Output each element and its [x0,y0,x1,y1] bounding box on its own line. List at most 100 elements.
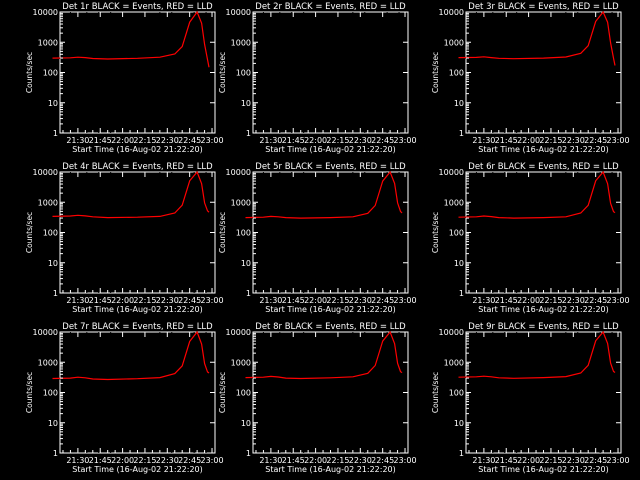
x-tick-label: 21:45 [495,456,518,465]
y-axis-label: Counts/sec [25,52,34,93]
marker-letter: E [63,174,69,185]
x-tick-label: 22:15 [539,456,562,465]
x-tick-label: 23:00 [200,296,223,305]
marker-letter: F [529,14,535,25]
marker-letter: F [399,174,405,185]
y-tick-label: 1 [246,449,251,458]
x-tick-label: 22:00 [111,456,134,465]
y-tick-label: 100 [43,389,58,398]
y-tick-label: 10 [454,419,464,428]
y-tick-label: 100 [236,389,251,398]
panel-title: Det 5r BLACK = Events, RED = LLD [255,162,406,172]
marker-letter: F [517,334,523,345]
x-tick-label: 22:45 [178,456,201,465]
marker-letter: S [582,334,588,345]
y-tick-label: 10000 [33,328,58,337]
marker-letter: F [399,334,405,345]
marker-letter: S [369,174,375,185]
x-tick-label: 23:00 [393,296,416,305]
y-tick-label: 1 [246,289,251,298]
marker-letter: S [369,334,375,345]
y-tick-label: 10000 [439,8,464,17]
x-tick-label: 21:45 [89,136,112,145]
marker-letter: F [338,334,344,345]
y-tick-label: 1 [459,289,464,298]
y-tick-label: 1000 [444,38,464,47]
y-axis-label: Counts/sec [431,52,440,93]
x-tick-label: 22:45 [178,296,201,305]
marker-letter: E [469,14,475,25]
series-lld [245,170,403,219]
marker-letter: F [505,334,511,345]
marker-letter: F [99,174,105,185]
y-tick-label: 1000 [444,198,464,207]
series-lld [52,170,210,219]
marker-letter: S [176,334,182,345]
x-axis-label: Start Time (16-Aug-02 21:22:20) [265,465,396,474]
y-tick-label: 100 [449,229,464,238]
marker-letter: E [123,14,129,25]
y-axis-label: Counts/sec [25,372,34,413]
x-axis-label: Start Time (16-Aug-02 21:22:20) [72,305,203,314]
x-tick-label: 22:00 [304,296,327,305]
x-tick-label: 21:30 [259,456,282,465]
y-tick-label: 10 [241,259,251,268]
x-axis-label: Start Time (16-Aug-02 21:22:20) [72,465,203,474]
x-tick-label: 22:00 [517,136,540,145]
y-tick-label: 10 [48,99,58,108]
y-tick-label: 1 [53,449,58,458]
marker-letter: F [316,14,322,25]
y-tick-label: 1000 [38,198,58,207]
marker-letter: F [551,174,557,185]
y-tick-label: 100 [43,69,58,78]
marker-letter: F [145,334,151,345]
marker-letter: F [612,334,618,345]
x-tick-label: 21:45 [495,136,518,145]
marker-letter: F [338,174,344,185]
x-tick-label: 22:15 [326,296,349,305]
y-tick-label: 10000 [439,328,464,337]
x-tick-label: 22:15 [133,456,156,465]
y-tick-label: 10 [241,419,251,428]
x-tick-label: 22:15 [326,456,349,465]
x-tick-label: 22:15 [326,136,349,145]
marker-letter: F [292,334,298,345]
y-tick-label: 10000 [226,168,251,177]
x-tick-label: 22:45 [371,456,394,465]
series-lld [52,330,210,381]
y-tick-label: 10000 [226,328,251,337]
marker-letter: F [304,174,310,185]
marker-letter: E [256,334,262,345]
x-tick-label: 23:00 [606,456,629,465]
y-tick-label: 10000 [33,168,58,177]
x-tick-label: 21:30 [259,296,282,305]
marker-letter: F [551,334,557,345]
panel-title: Det 3r BLACK = Events, RED = LLD [468,2,619,12]
x-tick-label: 22:30 [156,296,179,305]
x-tick-label: 22:45 [584,296,607,305]
series-lld [458,10,616,66]
x-tick-label: 23:00 [200,136,223,145]
marker-letter: F [505,14,511,25]
x-tick-label: 22:30 [349,136,372,145]
x-tick-label: 21:30 [66,296,89,305]
marker-letter: E [99,14,105,25]
y-axis-label: Counts/sec [218,52,227,93]
x-tick-label: 21:30 [472,136,495,145]
x-tick-label: 22:30 [156,456,179,465]
x-tick-label: 22:45 [371,296,394,305]
marker-letter: F [316,174,322,185]
marker-letter: E [256,14,262,25]
y-tick-label: 1 [459,129,464,138]
x-tick-label: 21:45 [282,136,305,145]
x-tick-label: 22:00 [517,456,540,465]
x-axis-label: Start Time (16-Aug-02 21:22:20) [265,305,396,314]
x-tick-label: 22:30 [156,136,179,145]
marker-letter: F [529,174,535,185]
marker-letter: F [292,14,298,25]
y-tick-label: 100 [449,389,464,398]
